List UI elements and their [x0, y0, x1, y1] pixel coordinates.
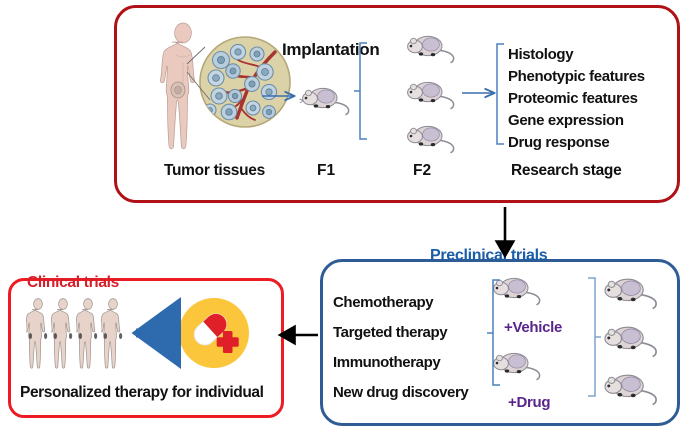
- mouse-outcome-2: [601, 320, 661, 358]
- patient-cohort-icons: [26, 297, 126, 369]
- person-icon: [51, 298, 73, 369]
- mouse-f1: [299, 82, 353, 116]
- label-drug-group: +Drug: [508, 394, 551, 411]
- therapy-item: New drug discovery: [333, 384, 469, 401]
- mouse-f2-3: [404, 120, 458, 154]
- mouse-outcome-3: [601, 368, 661, 406]
- research-item: Gene expression: [508, 112, 624, 129]
- therapy-list: Chemotherapy Targeted therapy Immunother…: [333, 288, 498, 408]
- mouse-vehicle: [490, 272, 544, 306]
- mouse-f2-2: [404, 76, 458, 110]
- therapy-item: Chemotherapy: [333, 294, 434, 311]
- pill-and-cross-icon: [178, 297, 250, 369]
- clinical-caption: Personalized therapy for individual: [20, 384, 264, 401]
- research-item: Phenotypic features: [508, 68, 645, 85]
- mouse-f2-1: [404, 30, 458, 64]
- research-stage-list: Histology Phenotypic features Proteomic …: [508, 44, 678, 154]
- label-f2: F2: [413, 162, 432, 179]
- person-icon: [76, 298, 98, 369]
- therapy-item: Immunotherapy: [333, 354, 441, 371]
- research-item: Histology: [508, 46, 574, 63]
- person-icon: [101, 298, 123, 369]
- label-vehicle-group: +Vehicle: [504, 319, 563, 336]
- therapy-item: Targeted therapy: [333, 324, 448, 341]
- clinical-title: Clinical trials: [27, 274, 119, 291]
- mouse-outcome-1: [601, 272, 661, 310]
- preclinical-title: Preclinical trials: [430, 247, 548, 264]
- label-f1: F1: [317, 162, 336, 179]
- research-item: Proteomic features: [508, 90, 638, 107]
- label-implantation: Implantation: [282, 40, 380, 59]
- mouse-drug: [490, 347, 544, 381]
- patient-figure-icon: [152, 22, 214, 154]
- tumor-tissue-magnification: [197, 34, 293, 130]
- research-item: Drug response: [508, 134, 610, 151]
- person-icon: [26, 298, 48, 369]
- label-research-stage: Research stage: [511, 162, 622, 179]
- label-tumor-tissues: Tumor tissues: [164, 162, 265, 179]
